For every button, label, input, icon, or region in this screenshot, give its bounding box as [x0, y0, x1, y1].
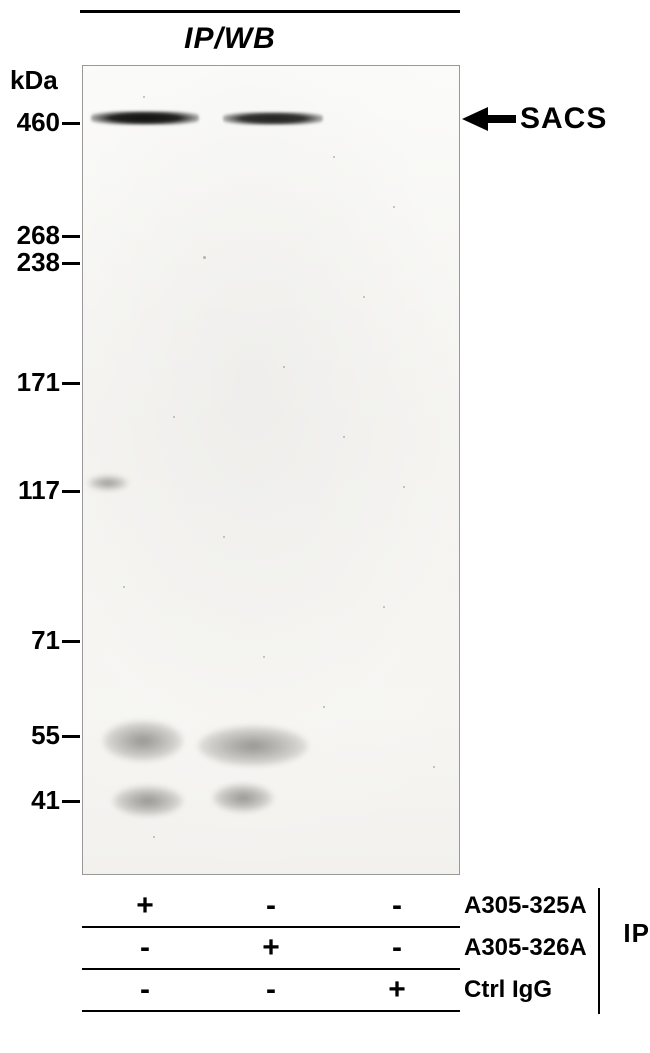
target-label: SACS — [520, 102, 607, 136]
lane-mark: + — [208, 931, 334, 965]
mw-label: 71 — [6, 625, 60, 656]
blot-smudge — [103, 721, 183, 761]
mw-label: 460 — [6, 107, 60, 138]
lane-mark: - — [208, 889, 334, 923]
top-rule — [80, 10, 460, 13]
blot-smudge — [113, 786, 183, 816]
mw-tick — [62, 382, 80, 385]
speckle — [263, 656, 265, 658]
lane-mark: - — [334, 889, 460, 923]
speckle — [153, 836, 155, 838]
speckle — [203, 256, 206, 259]
lane-antibody-table: +--A305-325A-+-A305-326A--+Ctrl IgG — [82, 885, 630, 1011]
mw-label: 55 — [6, 720, 60, 751]
mw-tick — [62, 735, 80, 738]
speckle — [323, 706, 325, 708]
lane-mark: + — [82, 889, 208, 923]
lane-row: --+Ctrl IgG — [82, 969, 630, 1011]
lane-mark: + — [334, 973, 460, 1007]
speckle — [383, 606, 385, 608]
speckle — [173, 416, 175, 418]
western-blot-figure: IP/WB kDa 460268238171117715541 SACS +--… — [0, 0, 650, 1053]
arrow-left-icon — [462, 107, 488, 131]
mw-tick — [62, 122, 80, 125]
lane-row: +--A305-325A — [82, 885, 630, 927]
speckle — [403, 486, 405, 488]
blot-smudge — [213, 784, 273, 812]
y-axis-unit: kDa — [10, 65, 58, 96]
lane-mark: - — [334, 931, 460, 965]
lane-mark: - — [208, 973, 334, 1007]
speckle — [283, 366, 285, 368]
speckle — [393, 206, 395, 208]
mw-tick — [62, 262, 80, 265]
target-arrow: SACS — [462, 102, 607, 136]
mw-label: 238 — [6, 247, 60, 278]
blot-smudge — [198, 726, 308, 766]
mw-label: 41 — [6, 785, 60, 816]
antibody-label: A305-325A — [464, 892, 587, 920]
protein-band — [91, 111, 199, 125]
mw-tick — [62, 235, 80, 238]
mw-label: 117 — [6, 475, 60, 506]
blot-smudge — [88, 476, 128, 490]
antibody-label: A305-326A — [464, 934, 587, 962]
speckle — [343, 436, 345, 438]
figure-title: IP/WB — [0, 22, 460, 56]
mw-tick — [62, 640, 80, 643]
lane-row: -+-A305-326A — [82, 927, 630, 969]
ip-group-label: IP — [623, 918, 650, 949]
lane-mark: - — [82, 931, 208, 965]
speckle — [223, 536, 225, 538]
speckle — [433, 766, 435, 768]
speckle — [333, 156, 335, 158]
speckle — [123, 586, 125, 588]
mw-tick — [62, 800, 80, 803]
protein-band — [223, 112, 323, 125]
blot-membrane — [82, 65, 460, 875]
lane-mark: - — [82, 973, 208, 1007]
ip-group-brace — [598, 888, 600, 1014]
antibody-label: Ctrl IgG — [464, 976, 552, 1004]
speckle — [143, 96, 145, 98]
arrow-shaft — [488, 115, 516, 123]
lane-rule — [82, 1010, 460, 1012]
mw-tick — [62, 490, 80, 493]
mw-label: 171 — [6, 367, 60, 398]
speckle — [363, 296, 365, 298]
